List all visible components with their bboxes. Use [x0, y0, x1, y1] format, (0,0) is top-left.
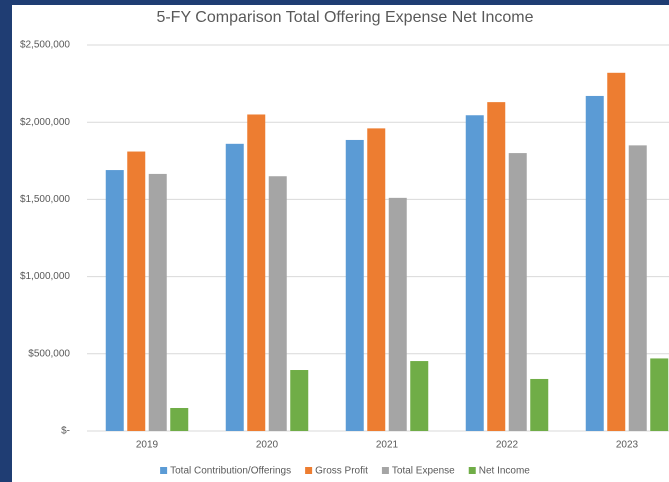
legend-label: Total Contribution/Offerings — [170, 466, 291, 477]
bar — [367, 128, 386, 431]
bar — [170, 407, 189, 431]
bar — [268, 176, 287, 431]
legend-swatch — [160, 467, 168, 474]
legend-swatch — [381, 467, 389, 474]
bar — [465, 115, 484, 431]
legend-label: Net Income — [479, 466, 531, 477]
legend-swatch — [468, 467, 476, 474]
x-tick-label: 2023 — [616, 440, 639, 451]
bar — [585, 95, 604, 432]
x-tick-label: 2020 — [256, 440, 279, 451]
bar — [290, 370, 309, 431]
bar — [247, 114, 266, 431]
y-tick-label: $500,000 — [28, 348, 70, 359]
x-tick-label: 2022 — [496, 440, 519, 451]
bar — [148, 173, 167, 431]
x-tick-label: 2021 — [376, 440, 399, 451]
legend-swatch — [305, 467, 313, 474]
bar — [410, 361, 429, 431]
bar — [225, 143, 244, 432]
bar — [388, 197, 407, 431]
chart-title: 5-FY Comparison Total Offering Expense N… — [156, 9, 533, 26]
y-tick-label: $1,000,000 — [20, 271, 70, 282]
y-tick-label: $- — [61, 426, 70, 437]
legend-label: Gross Profit — [315, 466, 368, 477]
y-tick-label: $2,000,000 — [20, 117, 70, 128]
bar — [650, 358, 669, 431]
bar — [127, 151, 146, 431]
legend-label: Total Expense — [392, 466, 455, 477]
bar — [345, 139, 364, 431]
y-tick-label: $2,500,000 — [20, 40, 70, 51]
y-tick-label: $1,500,000 — [20, 194, 70, 205]
bar — [487, 102, 506, 432]
bar — [607, 72, 626, 432]
x-tick-label: 2019 — [136, 440, 159, 451]
bar — [530, 378, 549, 431]
bar — [105, 170, 124, 431]
bar — [628, 145, 647, 432]
bar — [508, 153, 527, 431]
